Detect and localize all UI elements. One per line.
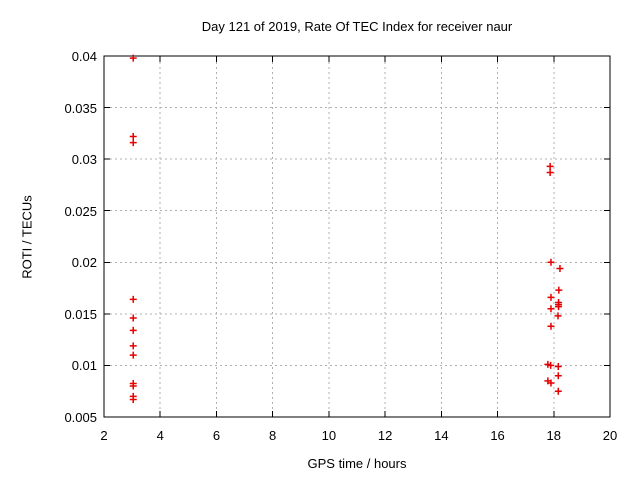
x-axis-label: GPS time / hours — [307, 456, 407, 471]
data-point — [554, 387, 562, 395]
y-tick-label: 0.005 — [64, 410, 97, 425]
data-point — [546, 169, 554, 177]
data-point — [547, 258, 555, 266]
y-tick-label: 0.01 — [71, 358, 97, 374]
y-tick-label: 0.025 — [64, 203, 97, 219]
data-point — [129, 132, 137, 140]
x-tick-label: 18 — [546, 428, 561, 443]
x-tick-label: 12 — [377, 428, 393, 443]
x-tick-label: 16 — [490, 428, 505, 443]
data-point — [556, 264, 564, 272]
data-point — [547, 322, 555, 330]
y-tick-label: 0.02 — [71, 255, 97, 271]
data-point — [554, 372, 562, 380]
chart-title: Day 121 of 2019, Rate Of TEC Index for r… — [201, 19, 513, 34]
x-tick-label: 14 — [434, 428, 449, 443]
data-point — [129, 342, 137, 350]
axis-border — [103, 55, 611, 418]
y-tick-label: 0.035 — [64, 100, 97, 116]
data-point — [547, 379, 555, 387]
data-point — [554, 312, 562, 320]
x-tick-label: 6 — [212, 428, 221, 443]
grid-lines — [105, 57, 609, 416]
data-point — [554, 362, 562, 370]
data-points — [129, 54, 564, 403]
data-point — [129, 295, 137, 303]
x-tick-label: 8 — [269, 428, 277, 443]
data-point — [129, 395, 137, 403]
y-tick-label: 0.04 — [71, 49, 97, 64]
data-point — [129, 54, 137, 62]
data-point — [547, 361, 555, 369]
data-point — [129, 139, 137, 147]
y-tick-label: 0.015 — [64, 306, 97, 322]
data-point — [129, 314, 137, 322]
x-tick-label: 2 — [100, 428, 108, 443]
x-tick-label: 4 — [156, 428, 164, 443]
tick-marks — [103, 55, 611, 418]
data-point — [129, 351, 137, 359]
y-tick-label: 0.03 — [71, 152, 97, 168]
data-point — [547, 293, 555, 301]
data-point — [546, 162, 554, 170]
x-tick-label: 20 — [602, 428, 618, 443]
data-point — [555, 303, 563, 311]
data-point — [547, 305, 555, 313]
data-point — [129, 382, 137, 390]
data-point — [129, 326, 137, 334]
x-tick-label: 10 — [321, 428, 337, 443]
data-point — [555, 286, 563, 294]
